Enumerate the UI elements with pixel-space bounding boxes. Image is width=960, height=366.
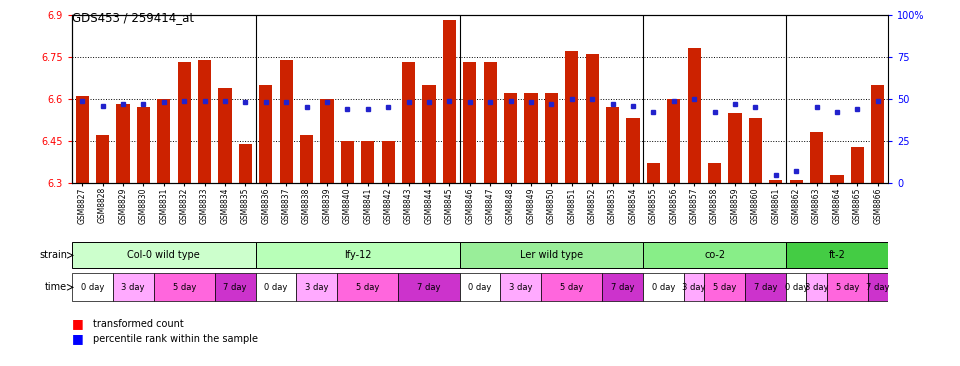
Text: ft-2: ft-2 [828, 250, 846, 260]
Bar [361, 141, 374, 183]
Bar [667, 99, 681, 183]
Text: 5 day: 5 day [356, 283, 379, 292]
Text: ■: ■ [72, 317, 84, 330]
FancyBboxPatch shape [255, 273, 297, 301]
Bar [504, 93, 517, 183]
FancyBboxPatch shape [786, 273, 806, 301]
Text: 7 day: 7 day [866, 283, 890, 292]
Bar [218, 87, 231, 183]
Text: 3 day: 3 day [683, 283, 706, 292]
Bar [443, 20, 456, 183]
Bar [769, 180, 782, 183]
FancyBboxPatch shape [541, 273, 603, 301]
Text: co-2: co-2 [704, 250, 725, 260]
Bar [524, 93, 538, 183]
Bar [647, 163, 660, 183]
Bar [830, 175, 844, 183]
Bar [544, 93, 558, 183]
Bar [178, 62, 191, 183]
FancyBboxPatch shape [460, 242, 643, 268]
Bar [136, 107, 150, 183]
Text: 0 day: 0 day [264, 283, 288, 292]
Text: 5 day: 5 day [835, 283, 859, 292]
FancyBboxPatch shape [806, 273, 827, 301]
FancyBboxPatch shape [684, 273, 705, 301]
FancyBboxPatch shape [72, 273, 113, 301]
FancyBboxPatch shape [745, 273, 786, 301]
Text: 3 day: 3 day [305, 283, 328, 292]
FancyBboxPatch shape [215, 273, 255, 301]
FancyBboxPatch shape [154, 273, 215, 301]
Bar [626, 119, 639, 183]
Bar [708, 163, 721, 183]
Bar [565, 51, 579, 183]
Bar [300, 135, 313, 183]
Text: 3 day: 3 day [804, 283, 828, 292]
Bar [381, 141, 395, 183]
Bar [341, 141, 354, 183]
Bar [687, 48, 701, 183]
FancyBboxPatch shape [705, 273, 745, 301]
Text: GDS453 / 259414_at: GDS453 / 259414_at [72, 11, 194, 24]
Text: Ler wild type: Ler wild type [519, 250, 583, 260]
Text: Col-0 wild type: Col-0 wild type [128, 250, 201, 260]
FancyBboxPatch shape [868, 273, 888, 301]
FancyBboxPatch shape [643, 273, 684, 301]
Text: 3 day: 3 day [509, 283, 533, 292]
Bar [96, 135, 109, 183]
FancyBboxPatch shape [603, 273, 643, 301]
FancyBboxPatch shape [113, 273, 154, 301]
Bar [606, 107, 619, 183]
Text: 0 day: 0 day [81, 283, 104, 292]
Text: 5 day: 5 day [713, 283, 736, 292]
Bar [789, 180, 803, 183]
FancyBboxPatch shape [827, 273, 868, 301]
FancyBboxPatch shape [337, 273, 398, 301]
Bar [321, 99, 334, 183]
Text: 7 day: 7 day [612, 283, 635, 292]
Bar [484, 62, 497, 183]
Bar [157, 99, 171, 183]
Bar [463, 62, 476, 183]
Bar [422, 85, 436, 183]
Text: 5 day: 5 day [560, 283, 584, 292]
Text: strain: strain [39, 250, 67, 260]
Bar [851, 146, 864, 183]
Text: 0 day: 0 day [652, 283, 675, 292]
Text: time: time [45, 282, 67, 292]
Text: ■: ■ [72, 332, 84, 345]
Bar [239, 144, 252, 183]
Bar [749, 119, 762, 183]
Bar [810, 132, 824, 183]
Bar [76, 96, 89, 183]
Text: 5 day: 5 day [173, 283, 196, 292]
Bar [259, 85, 273, 183]
FancyBboxPatch shape [643, 242, 786, 268]
FancyBboxPatch shape [255, 242, 460, 268]
FancyBboxPatch shape [786, 242, 888, 268]
Text: transformed count: transformed count [93, 319, 184, 329]
Bar [729, 113, 742, 183]
Bar [198, 60, 211, 183]
Bar [116, 104, 130, 183]
Bar [586, 54, 599, 183]
Text: 7 day: 7 day [418, 283, 441, 292]
Bar [402, 62, 416, 183]
FancyBboxPatch shape [398, 273, 460, 301]
Text: 7 day: 7 day [224, 283, 247, 292]
Bar [871, 85, 884, 183]
Text: 7 day: 7 day [754, 283, 778, 292]
Bar [279, 60, 293, 183]
FancyBboxPatch shape [460, 273, 500, 301]
Text: percentile rank within the sample: percentile rank within the sample [93, 333, 258, 344]
Text: lfy-12: lfy-12 [344, 250, 372, 260]
FancyBboxPatch shape [297, 273, 337, 301]
FancyBboxPatch shape [500, 273, 541, 301]
FancyBboxPatch shape [72, 242, 255, 268]
Text: 0 day: 0 day [784, 283, 808, 292]
Text: 3 day: 3 day [122, 283, 145, 292]
Text: 0 day: 0 day [468, 283, 492, 292]
